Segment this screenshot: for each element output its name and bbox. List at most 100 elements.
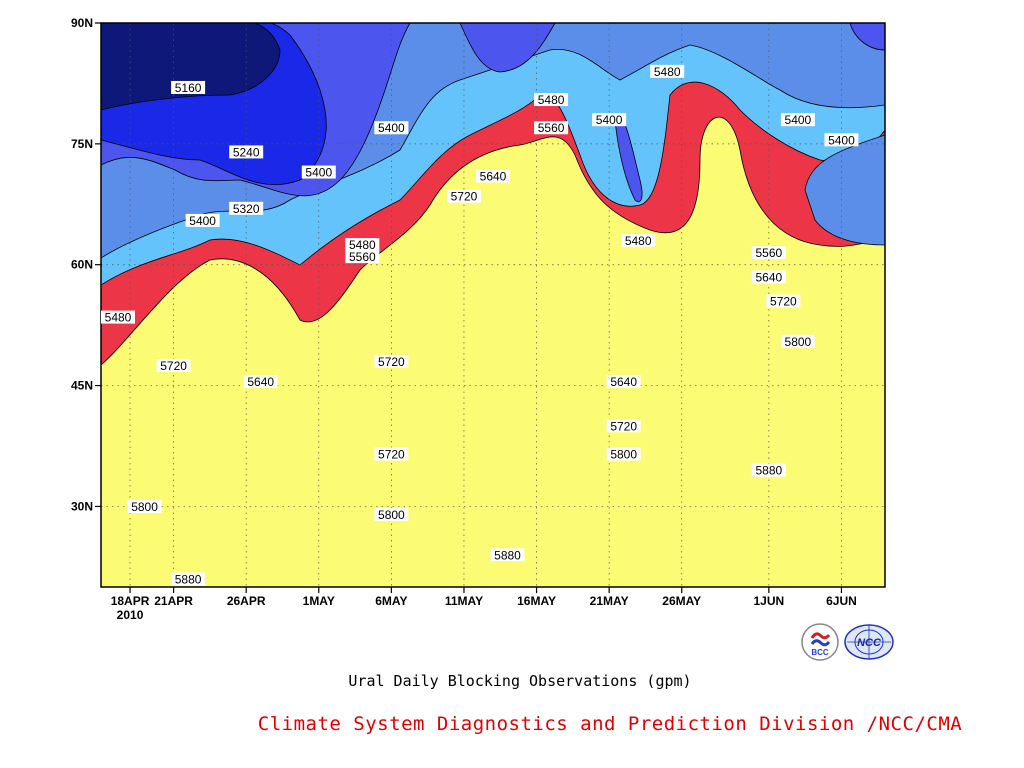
contour-label-text: 5880: [756, 464, 783, 478]
y-tick-label: 30N: [71, 499, 93, 513]
x-tick-label: 6JUN: [826, 594, 857, 608]
contour-label-box: [229, 145, 264, 159]
y-tick-label: 60N: [71, 258, 93, 272]
contour-label: 5880: [171, 572, 206, 586]
contour-label-text: 5480: [625, 234, 652, 248]
contour-label-text: 5640: [610, 375, 637, 389]
contour-label: 5560: [345, 250, 380, 264]
contour-label: 5400: [374, 121, 409, 135]
contour-label-box: [476, 169, 510, 183]
contour-labels: 5160524053205400540054005480556054805720…: [101, 64, 859, 586]
contour-label: 5800: [374, 507, 409, 522]
contour-label-box: [171, 80, 206, 94]
contour-label-box: [185, 213, 220, 227]
contour-label-text: 5480: [349, 238, 376, 252]
contour-label-text: 5880: [494, 548, 521, 562]
contour-label-box: [606, 419, 641, 433]
contour-label-text: 5400: [189, 214, 216, 228]
contour-label: 5720: [156, 358, 191, 373]
contour-label: 5880: [751, 463, 786, 478]
contour-label-text: 5480: [105, 311, 132, 325]
contour-label-text: 5400: [378, 121, 405, 135]
contour-label: 5720: [374, 447, 409, 462]
contour-label-box: [751, 270, 786, 284]
contour-label-box: [243, 375, 278, 389]
contour-label-box: [751, 463, 786, 477]
contour-label-box: [766, 294, 801, 308]
contour-label-text: 5640: [756, 270, 783, 284]
contour-label: 5480: [534, 93, 569, 107]
contour-bands: [101, 23, 885, 587]
contour-label-text: 5560: [756, 246, 783, 260]
band-below-5400: [804, 134, 885, 246]
chart-title: Ural Daily Blocking Observations (gpm): [348, 672, 692, 690]
contour-label-box: [650, 64, 685, 78]
contour-label-box: [229, 201, 264, 215]
x-tick-label: 1JUN: [754, 594, 785, 608]
contour-label-text: 5720: [378, 355, 405, 369]
contour-label: 5640: [243, 375, 278, 389]
ncc-logo: NCC: [843, 622, 895, 662]
bcc-logo: BCC: [800, 622, 840, 662]
contour-label-box: [171, 572, 206, 586]
contour-label-box: [592, 113, 627, 127]
contour-label: 5400: [592, 113, 627, 127]
y-tick-label: 90N: [71, 16, 93, 30]
contour-label-box: [490, 548, 525, 562]
contour-label-text: 5640: [480, 170, 507, 184]
x-tick-label: 1MAY: [303, 594, 335, 608]
contour-label-text: 5720: [770, 294, 797, 308]
contour-label-box: [751, 246, 786, 260]
contour-label: 5640: [476, 169, 510, 184]
x-tick-label: 16MAY: [517, 594, 556, 608]
band-below-5320: [614, 117, 643, 203]
contour-label-text: 5720: [378, 448, 405, 462]
contour-label-box: [374, 507, 409, 521]
ncc-logo-label: NCC: [857, 637, 882, 649]
contour-label-text: 5400: [596, 113, 623, 127]
contour-label: 5160: [171, 80, 206, 95]
contour-label-text: 5800: [785, 335, 812, 349]
contour-label-text: 5720: [160, 359, 187, 373]
contour-label-text: 5400: [305, 166, 332, 180]
contour-label: 5480: [621, 234, 656, 248]
contour-label-text: 5800: [378, 508, 405, 522]
contour-label-text: 5160: [175, 81, 202, 95]
contour-label-text: 5720: [610, 419, 637, 433]
contour-label: 5240: [229, 145, 264, 159]
band-below-5320: [459, 23, 556, 73]
contour-label: 5480: [345, 238, 380, 252]
contour-label: 5320: [229, 201, 264, 216]
contour-label-box: [374, 121, 409, 135]
x-year-label: 2010: [117, 608, 144, 622]
contour-label: 5720: [446, 189, 481, 204]
band-below-5560: [101, 116, 885, 587]
band-below-5160: [101, 23, 281, 111]
contour-label-text: 5800: [131, 500, 158, 514]
contour-label-text: 5320: [233, 202, 260, 216]
contour-label-text: 5640: [247, 375, 274, 389]
contour-label: 5720: [374, 354, 409, 369]
contour-label: 5640: [751, 270, 786, 284]
contour-label-text: 5400: [785, 113, 812, 127]
x-tick-label: 18APR: [111, 594, 150, 608]
credit-line: Climate System Diagnostics and Predictio…: [257, 713, 963, 735]
y-tick-label: 45N: [71, 379, 93, 393]
x-tick-label: 26APR: [227, 594, 266, 608]
contour-label-text: 5480: [538, 93, 565, 107]
contour-label-box: [534, 93, 569, 107]
contour-label: 5400: [824, 133, 859, 147]
contour-label-box: [824, 133, 859, 147]
contour-label-text: 5560: [538, 121, 565, 135]
contour-label: 5800: [606, 447, 641, 462]
contour-label: 5400: [780, 113, 815, 127]
plot-frame: [100, 22, 886, 588]
x-tick-label: 6MAY: [375, 594, 407, 608]
contour-label-box: [621, 234, 656, 248]
contour-label-box: [780, 113, 815, 127]
contour-label: 5480: [101, 310, 135, 325]
contour-label-text: 5480: [654, 65, 681, 79]
contour-label: 5480: [650, 64, 685, 79]
contour-label-box: [374, 447, 409, 461]
